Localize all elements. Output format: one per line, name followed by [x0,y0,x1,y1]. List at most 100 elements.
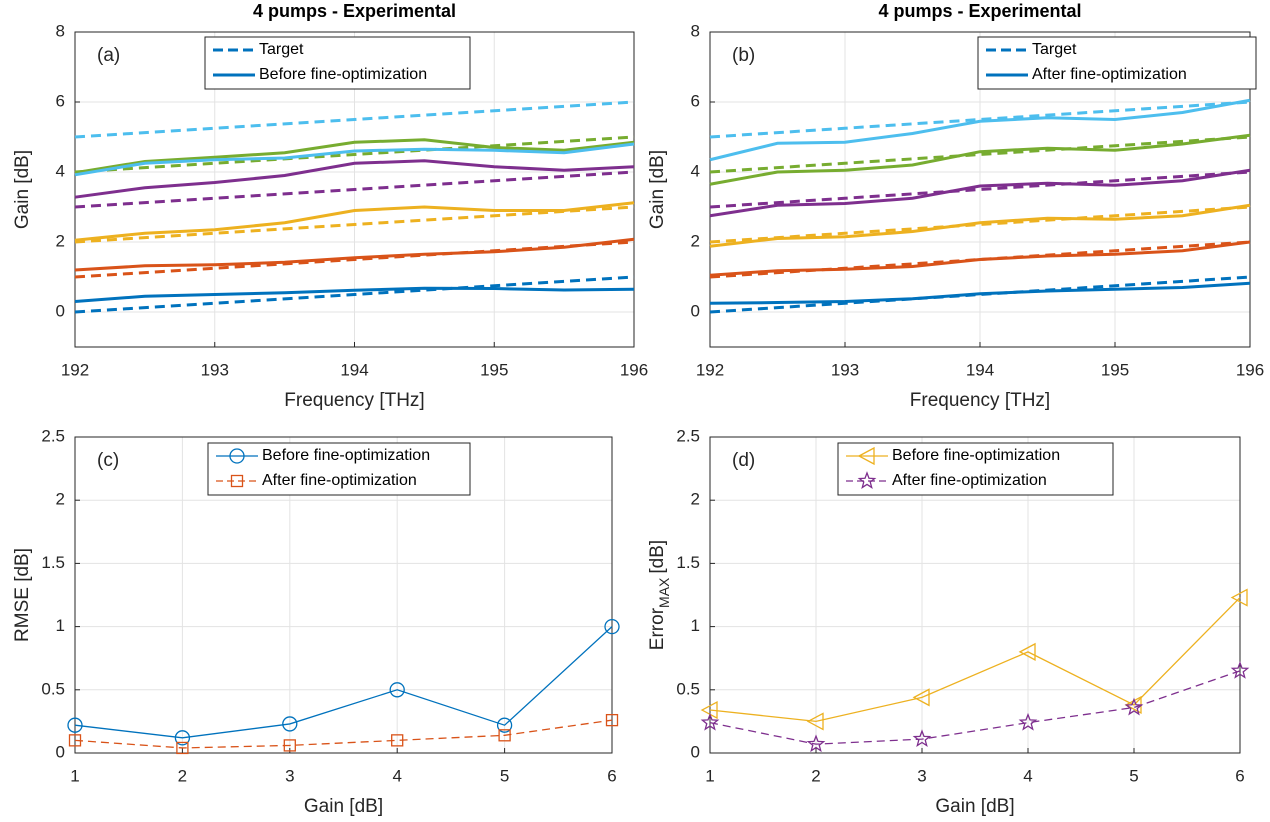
x-tick-label: 193 [831,360,859,379]
x-tick-label: 193 [201,360,229,379]
series-line [709,133,1251,186]
series-line [74,100,635,139]
series-line [74,286,635,303]
series-line [709,240,1251,277]
series-line [709,100,1251,139]
legend-label: Target [259,41,304,58]
y-tick-label: 2 [56,490,65,509]
series-line [74,626,613,739]
legend-box [204,36,471,90]
marker [230,474,244,488]
marker [389,682,405,698]
marker [496,717,513,733]
y-axis-label-text: Error [647,607,668,650]
legend-box [977,36,1257,90]
legend-label: After fine-optimization [1032,66,1187,83]
series-line [74,205,635,244]
y-tick-label: 0 [691,742,700,761]
marker [282,716,298,732]
x-tick-label: 2 [811,766,820,785]
marker [604,618,620,635]
y-tick-label: 4 [691,161,700,180]
legend-label: Before fine-optimization [259,66,427,83]
series-line [74,275,635,314]
y-tick-label: 0.5 [676,679,700,698]
series-line [709,240,1251,279]
x-tick-label: 195 [1101,360,1129,379]
y-tick-label: 6 [691,91,700,110]
x-axis-label: Frequency [THz] [284,390,424,411]
y-tick-label: 8 [691,21,700,40]
marker [700,712,720,731]
marker [174,730,191,746]
panel-label: (a) [97,45,120,66]
y-tick-label: 1.5 [676,553,700,572]
y-tick-label: 6 [56,91,65,110]
y-axis-label-unit: [dB] [647,540,668,574]
series-line [74,135,635,174]
x-tick-label: 196 [620,360,648,379]
x-tick-label: 3 [917,766,926,785]
marker [68,734,82,747]
marker [857,446,875,466]
x-tick-label: 195 [480,360,508,379]
y-tick-label: 2 [691,490,700,509]
y-axis-label: ErrorMAX [dB] [647,540,672,650]
marker [700,700,718,720]
x-tick-label: 192 [61,360,89,379]
x-tick-label: 194 [340,360,368,379]
y-tick-label: 1 [691,616,700,635]
marker [176,741,189,755]
series-line [709,597,1241,723]
marker [283,739,296,752]
y-tick-label: 8 [56,21,65,40]
legend-label: Target [1032,41,1077,58]
x-tick-label: 4 [1023,766,1032,785]
axes-box [74,436,613,754]
axes-box [709,436,1241,754]
x-axis-label: Frequency [THz] [910,390,1050,411]
x-tick-label: 2 [178,766,187,785]
axes-box [74,31,635,348]
marker [498,729,511,742]
y-axis-label: Gain [dB] [647,150,668,229]
series-line [709,670,1241,745]
marker [1124,697,1144,716]
series-line [709,170,1251,209]
y-axis-label: RMSE [dB] [12,548,33,642]
series-line [74,170,635,209]
y-tick-label: 1.5 [41,553,65,572]
legend-box [837,442,1114,496]
series-line [74,159,635,199]
y-tick-label: 4 [56,161,65,180]
x-tick-label: 6 [607,766,616,785]
series-line [74,237,635,272]
x-tick-label: 5 [500,766,509,785]
x-tick-label: 6 [1235,766,1244,785]
axes-box [709,31,1251,348]
chart-title: 4 pumps - Experimental [878,1,1081,21]
legend-label: After fine-optimization [892,472,1047,489]
x-axis-label: Gain [dB] [935,796,1014,817]
x-tick-label: 192 [696,360,724,379]
series-line [709,275,1251,314]
marker [1018,642,1036,661]
marker [857,471,877,489]
x-tick-label: 1 [70,766,79,785]
series-line [709,205,1251,244]
marker [806,712,824,731]
marker [912,729,932,748]
marker [605,713,619,727]
marker [391,734,404,747]
x-tick-label: 4 [392,766,401,785]
legend-label: After fine-optimization [262,472,417,489]
y-tick-label: 0 [56,742,65,761]
panel-label: (c) [97,450,119,471]
legend-label: Before fine-optimization [262,447,430,464]
legend-box [207,442,471,496]
x-tick-label: 3 [285,766,294,785]
y-tick-label: 1 [56,616,65,635]
y-tick-label: 0 [691,301,700,320]
y-tick-label: 2.5 [41,426,65,445]
